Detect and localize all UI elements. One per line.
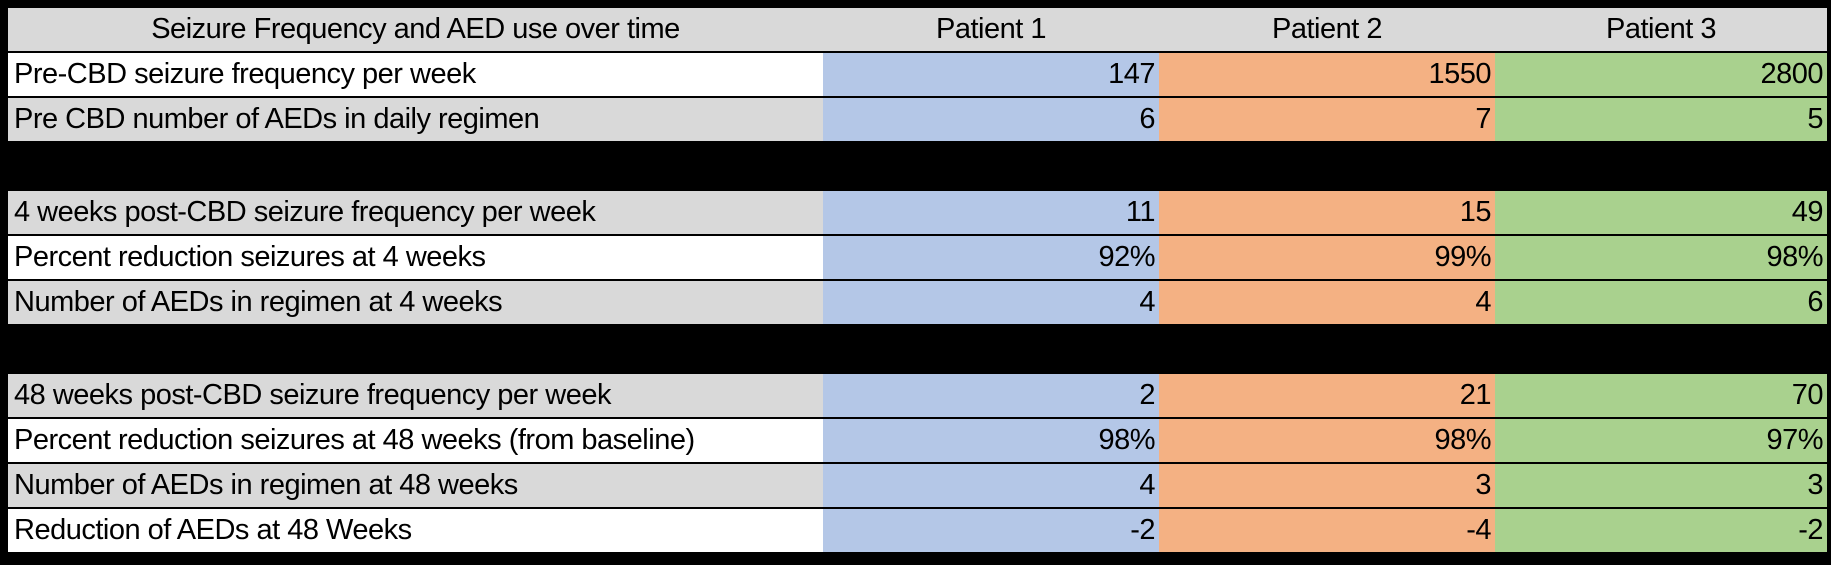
value-cell-patient-3: 6 [1495, 281, 1827, 324]
value-cell-patient-2: 15 [1159, 191, 1495, 234]
table-row: Percent reduction seizures at 48 weeks (… [8, 419, 1827, 462]
table-row: 4 weeks post-CBD seizure frequency per w… [8, 191, 1827, 234]
value-cell-patient-2: 4 [1159, 281, 1495, 324]
section-separator [8, 326, 1827, 372]
value-cell-patient-3: 49 [1495, 191, 1827, 234]
row-label: Number of AEDs in regimen at 48 weeks [8, 464, 823, 507]
table-header-row: Seizure Frequency and AED use over time … [8, 8, 1827, 51]
row-label: Pre CBD number of AEDs in daily regimen [8, 98, 823, 141]
value-cell-patient-3: 70 [1495, 374, 1827, 417]
value-cell-patient-2: 1550 [1159, 53, 1495, 96]
value-cell-patient-1: 92% [823, 236, 1159, 279]
table-row: Number of AEDs in regimen at 48 weeks 4 3 3 [8, 464, 1827, 507]
value-cell-patient-3: 3 [1495, 464, 1827, 507]
value-cell-patient-3: 5 [1495, 98, 1827, 141]
value-cell-patient-1: 4 [823, 281, 1159, 324]
value-cell-patient-1: 147 [823, 53, 1159, 96]
value-cell-patient-2: 99% [1159, 236, 1495, 279]
row-label: Pre-CBD seizure frequency per week [8, 53, 823, 96]
column-header-patient-3: Patient 3 [1606, 13, 1716, 45]
row-label: Reduction of AEDs at 48 Weeks [8, 509, 823, 552]
section-separator [8, 143, 1827, 189]
row-label: Percent reduction seizures at 48 weeks (… [8, 419, 823, 462]
value-cell-patient-2: 7 [1159, 98, 1495, 141]
value-cell-patient-1: 2 [823, 374, 1159, 417]
value-cell-patient-2: 98% [1159, 419, 1495, 462]
table-row: Percent reduction seizures at 4 weeks 92%… [8, 236, 1827, 279]
value-cell-patient-1: 4 [823, 464, 1159, 507]
table-row: Pre CBD number of AEDs in daily regimen 6… [8, 98, 1827, 141]
value-cell-patient-3: 98% [1495, 236, 1827, 279]
value-cell-patient-1: 6 [823, 98, 1159, 141]
row-label: Percent reduction seizures at 4 weeks [8, 236, 823, 279]
value-cell-patient-1: 11 [823, 191, 1159, 234]
table-row: 48 weeks post-CBD seizure frequency per … [8, 374, 1827, 417]
value-cell-patient-1: 98% [823, 419, 1159, 462]
table-title: Seizure Frequency and AED use over time [151, 13, 680, 45]
value-cell-patient-2: 3 [1159, 464, 1495, 507]
value-cell-patient-1: -2 [823, 509, 1159, 552]
value-cell-patient-2: -4 [1159, 509, 1495, 552]
row-label: 4 weeks post-CBD seizure frequency per w… [8, 191, 823, 234]
column-header-patient-2: Patient 2 [1272, 13, 1382, 45]
table-row: Number of AEDs in regimen at 4 weeks 4 4 6 [8, 281, 1827, 324]
table-row: Pre-CBD seizure frequency per week 147 155… [8, 53, 1827, 96]
value-cell-patient-2: 21 [1159, 374, 1495, 417]
value-cell-patient-3: 97% [1495, 419, 1827, 462]
value-cell-patient-3: -2 [1495, 509, 1827, 552]
row-label: 48 weeks post-CBD seizure frequency per … [8, 374, 823, 417]
column-header-patient-1: Patient 1 [936, 13, 1046, 45]
value-cell-patient-3: 2800 [1495, 53, 1827, 96]
row-label: Number of AEDs in regimen at 4 weeks [8, 281, 823, 324]
table-row: Reduction of AEDs at 48 Weeks -2 -4 -2 [8, 509, 1827, 552]
